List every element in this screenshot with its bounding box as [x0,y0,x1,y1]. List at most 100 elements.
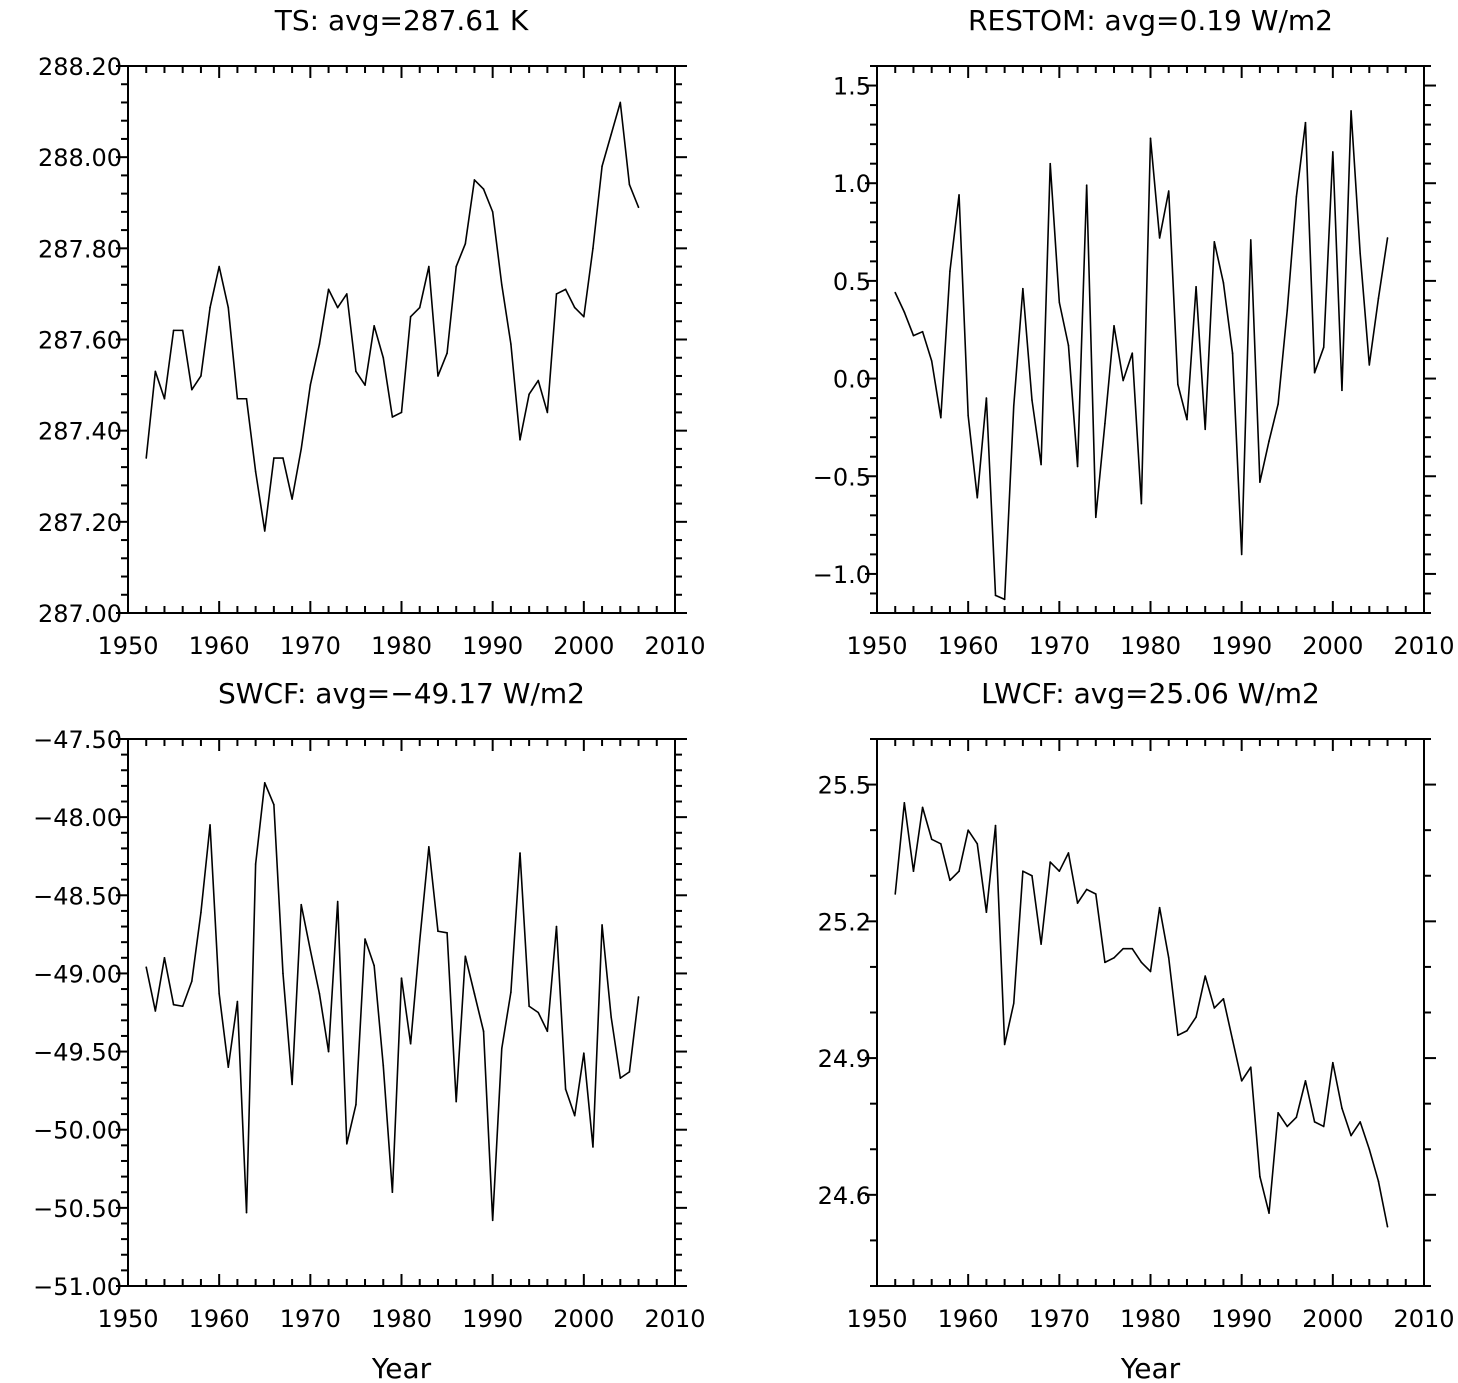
data-point [163,397,166,400]
data-point [227,1066,230,1068]
panel-4: LWCF: avg=25.06 W/m2 1950 1960 1970 1980 1990… [818,677,1455,1383]
x-tick-label: 1990 [1211,632,1272,660]
data-point [894,893,897,895]
data-point [573,1114,576,1117]
data-point [1304,1080,1307,1082]
x-tick-label: 1960 [189,632,250,660]
data-point [1195,1016,1197,1018]
y-tick-label: −49.00 [33,960,122,988]
data-point [1104,422,1106,425]
data-point [528,393,530,396]
x-tick-label: 1980 [371,632,432,660]
data-point [519,852,521,854]
data-point [1213,241,1216,243]
data-point [1022,870,1024,872]
x-tick-label: 1950 [846,1305,907,1333]
data-point [346,1142,348,1145]
data-point [1104,961,1106,964]
data-point [1131,947,1134,950]
data-point [583,1052,585,1054]
data-point [601,165,603,168]
data-point [1377,297,1380,300]
data-point [209,824,211,826]
data-point [894,291,897,294]
data-point [364,938,366,940]
data-point [373,325,375,327]
data-point [364,384,366,386]
data-point [437,375,439,377]
data-point [154,370,157,373]
data-point [1240,553,1243,556]
x-tick-label: 1950 [97,1305,158,1333]
data-point [985,911,988,914]
y-tick-label: 288.00 [38,144,122,172]
x-tick-label: 1960 [938,1305,999,1333]
y-tick-label: 24.6 [818,1182,871,1210]
x-tick-label: 2000 [553,632,614,660]
data-point [1022,287,1024,290]
plot-frame [127,738,676,1287]
data-point [1213,1007,1216,1009]
data-point [1122,947,1124,950]
data-point [610,133,612,136]
x-tick-label: 1980 [1120,1305,1181,1333]
data-point [949,879,951,882]
data-point [318,992,321,995]
data-point [500,284,503,286]
data-point [273,457,275,459]
x-tick-label: 2010 [1393,1305,1454,1333]
panel-title: LWCF: avg=25.06 W/m2 [981,677,1320,710]
data-point [500,1047,503,1050]
x-tick-label: 2010 [1393,632,1454,660]
data-point [1322,1125,1325,1128]
data-point [1067,344,1070,347]
data-point [1368,364,1371,366]
data-point [263,781,266,784]
data-point [1313,1121,1316,1123]
data-point [1286,309,1289,312]
data-point [464,242,467,245]
data-point [994,594,997,597]
data-point [546,1030,549,1033]
data-point [555,293,558,295]
data-point [1058,301,1061,304]
data-point [191,388,193,391]
data-point [930,360,933,362]
data-point [1341,1107,1343,1110]
data-point [1359,1121,1361,1123]
data-point [1304,121,1307,124]
data-point [1140,961,1143,964]
y-tick-label: −48.00 [33,804,122,832]
data-point [1031,399,1033,401]
data-point [236,1000,239,1003]
y-tick-label: 24.9 [818,1045,871,1073]
data-point [1341,389,1343,392]
data-point [263,530,266,532]
x-tick-label: 1970 [280,1305,341,1333]
data-point [409,315,412,318]
data-point [976,496,979,499]
data-point [537,1011,540,1014]
data-point [1259,481,1261,483]
y-tick-label: 25.5 [818,772,871,800]
data-point [1158,237,1161,239]
data-point [1012,1002,1015,1005]
data-point [1268,440,1270,442]
plot-frame [127,65,676,614]
data-point [1049,861,1052,863]
data-point [564,1088,567,1090]
data-point [391,1191,394,1194]
data-point [1095,893,1097,895]
data-point [573,306,576,309]
data-point [1167,957,1170,959]
data-point [912,334,915,337]
data-point [958,870,960,872]
data-point [145,966,148,968]
data-point [921,330,924,333]
data-point [300,448,303,450]
data-point [254,863,257,865]
y-tick-label: −48.50 [33,882,122,910]
x-tick-label: 1960 [189,1305,250,1333]
data-point [200,375,202,377]
